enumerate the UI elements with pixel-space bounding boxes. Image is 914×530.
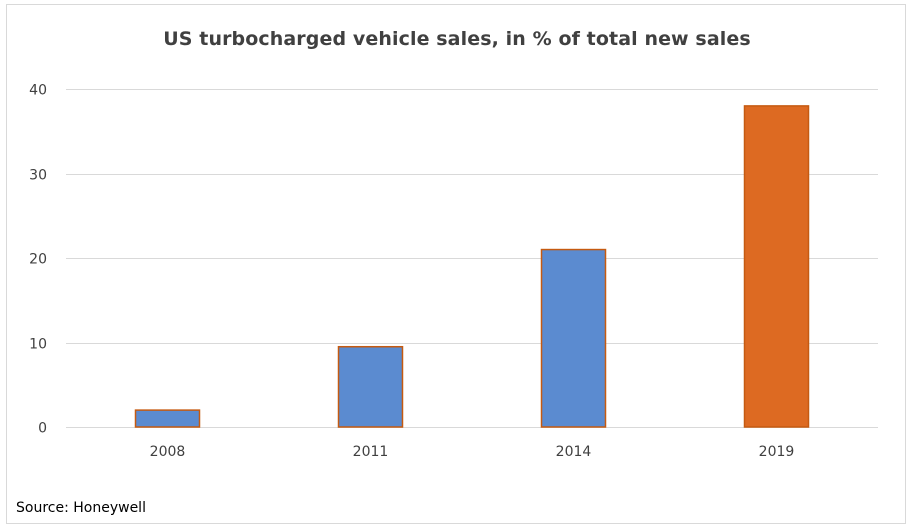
x-tick-label-2019: 2019 bbox=[759, 444, 795, 460]
bar-2014 bbox=[540, 248, 607, 428]
y-axis-ticks: 0 10 20 30 40 bbox=[29, 83, 47, 437]
y-tick-label: 40 bbox=[29, 83, 47, 99]
x-tick-label-2008: 2008 bbox=[150, 444, 186, 460]
chart-title: US turbocharged vehicle sales, in % of t… bbox=[163, 28, 751, 50]
bar-2008 bbox=[134, 409, 201, 428]
source-note: Source: Honeywell bbox=[16, 500, 146, 516]
bar-2019 bbox=[743, 105, 810, 428]
x-tick-label-2011: 2011 bbox=[353, 444, 389, 460]
bars bbox=[134, 105, 810, 428]
y-tick-label: 0 bbox=[38, 421, 47, 437]
y-tick-label: 20 bbox=[29, 252, 47, 268]
x-axis-ticks: 2008 2011 2014 2019 bbox=[150, 444, 795, 460]
bar-2011 bbox=[337, 345, 404, 428]
y-tick-label: 30 bbox=[29, 168, 47, 184]
x-tick-label-2014: 2014 bbox=[556, 444, 592, 460]
gridlines bbox=[66, 89, 878, 428]
y-tick-label: 10 bbox=[29, 337, 47, 353]
